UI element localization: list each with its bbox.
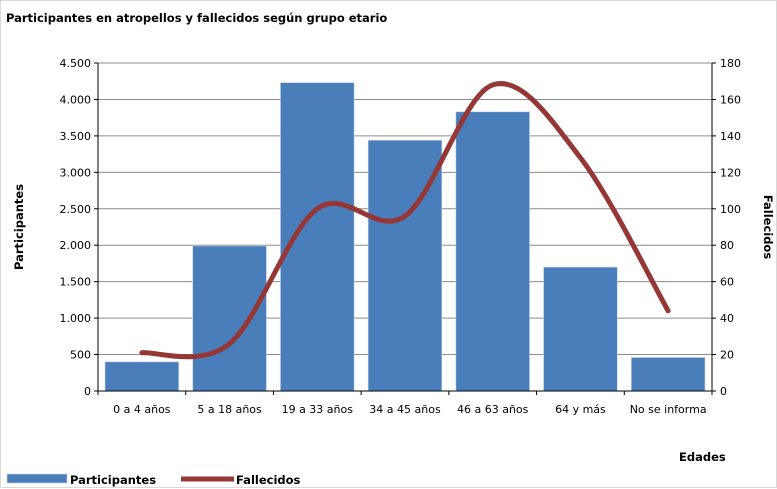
right-tick-label: 0 [720, 385, 727, 398]
bar [456, 112, 530, 391]
left-tick-label: 4.000 [60, 93, 92, 106]
left-tick-label: 1.500 [60, 276, 92, 289]
right-tick-label: 60 [720, 276, 734, 289]
bar [631, 357, 705, 391]
bar-series [105, 83, 705, 391]
x-tick-label: 19 a 33 años [282, 403, 354, 416]
right-tick-label: 40 [720, 312, 734, 325]
x-tick-label: 34 a 45 años [369, 403, 441, 416]
x-tick-label: 5 a 18 años [197, 403, 262, 416]
right-axis-ticks: 0 20 40 60 80 100 120 140 160 180 [712, 57, 741, 398]
right-tick-label: 80 [720, 239, 734, 252]
right-tick-label: 120 [720, 166, 741, 179]
left-tick-label: 500 [70, 349, 91, 362]
bar [544, 267, 618, 391]
y2-axis-label: Fallecidos [761, 195, 775, 260]
bar [105, 362, 179, 391]
left-tick-label: 1.000 [60, 312, 92, 325]
left-tick-label: 2.500 [60, 203, 92, 216]
legend-swatch-participantes [7, 474, 67, 483]
right-tick-label: 100 [720, 203, 741, 216]
y-axis-label: Participantes [12, 184, 26, 270]
x-tick-label: 0 a 4 años [113, 403, 171, 416]
x-tick-label: 64 y más [555, 403, 606, 416]
left-tick-label: 3.000 [60, 166, 92, 179]
bar [193, 246, 267, 391]
legend: Participantes Fallecidos [7, 473, 301, 487]
x-axis-label: Edades [679, 450, 726, 464]
x-axis-ticks: 0 a 4 años 5 a 18 años 19 a 33 años 34 a 45… [98, 391, 712, 416]
left-tick-label: 2.000 [60, 239, 92, 252]
left-tick-label: 3.500 [60, 130, 92, 143]
right-tick-label: 160 [720, 93, 741, 106]
left-tick-label: 0 [84, 385, 91, 398]
legend-label-fallecidos: Fallecidos [236, 473, 301, 487]
legend-label-participantes: Participantes [70, 473, 156, 487]
right-tick-label: 180 [720, 57, 741, 70]
left-axis-ticks: 0 500 1.000 1.500 2.000 2.500 3.000 3.500 4.000 4… [60, 57, 99, 398]
right-tick-label: 20 [720, 349, 734, 362]
x-tick-label: 46 a 63 años [457, 403, 529, 416]
left-tick-label: 4.500 [60, 57, 92, 70]
x-tick-label: No se informa [630, 403, 707, 416]
right-tick-label: 140 [720, 130, 741, 143]
bar [280, 83, 354, 391]
